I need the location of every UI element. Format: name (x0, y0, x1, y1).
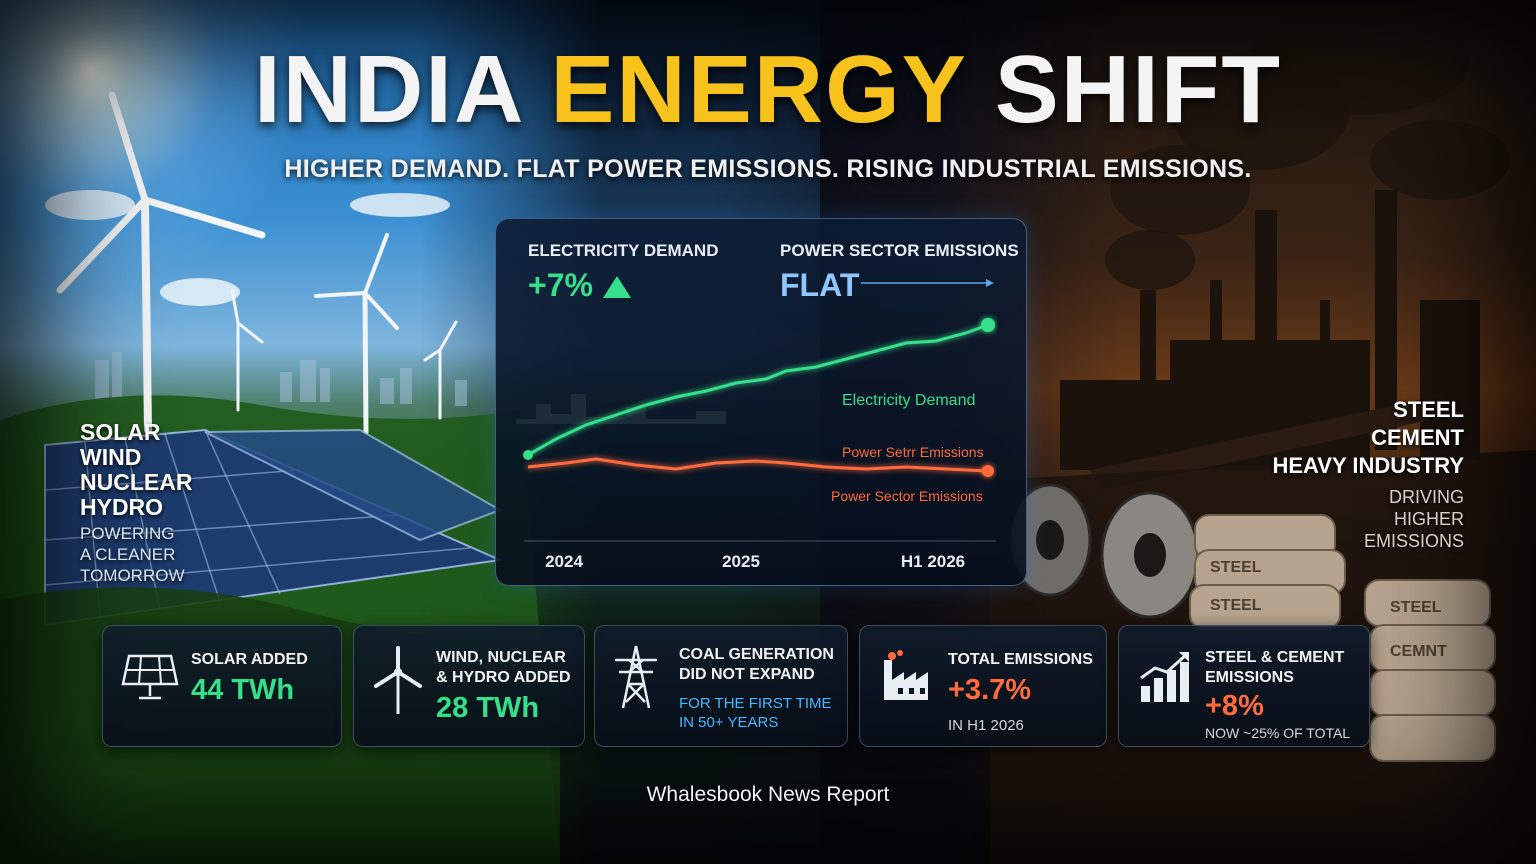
annotation-power-setrr-emissions: Power Setrr Emissions (842, 444, 984, 460)
sector-cement: CEMENT (1371, 425, 1464, 450)
factory-icon (884, 650, 928, 700)
city-skyline (95, 352, 467, 406)
bar-chart-up-icon (1140, 652, 1189, 702)
card-note-line: IN 50+ YEARS (679, 714, 779, 731)
industry-label: STEEL CEMENT HEAVY INDUSTRY DRIVING HIGH… (1272, 396, 1464, 552)
demand-end-point (981, 318, 995, 332)
cement-bags (1189, 514, 1496, 762)
x-tick-label: 2024 (545, 552, 583, 571)
tagline-line: TOMORROW (80, 566, 185, 585)
tagline-line: DRIVING (1388, 487, 1464, 507)
flat-arrow-head (986, 279, 994, 287)
bag-label: CEMNT (1390, 643, 1447, 660)
sector-heavy-industry: HEAVY INDUSTRY (1272, 453, 1464, 478)
bag-label: STEEL (1210, 597, 1262, 614)
wind-turbines (56, 91, 458, 435)
solar-panel-field (44, 428, 504, 627)
series-line-power-sector-emissions (527, 457, 989, 473)
source-wind: WIND (80, 444, 142, 470)
stat-card-total-emissions: TOTAL EMISSIONS +3.7% IN H1 2026 (859, 625, 1107, 747)
title-word-shift: SHIFT (994, 36, 1283, 143)
kpi-value-text: FLAT (780, 267, 860, 303)
wind-turbine-icon (374, 646, 422, 714)
rising-triangle-icon (602, 275, 631, 298)
tagline-line: POWERING (80, 524, 175, 543)
card-note-line: FOR THE FIRST TIME (679, 695, 832, 712)
card-label-line: & HYDRO ADDED (436, 669, 571, 686)
stat-card-solar-added: SOLAR ADDED 44 TWh (102, 625, 342, 747)
trend-chart: 2024 2025 H1 2026 Electricity Demand Power… (516, 279, 996, 571)
kpi-label: ELECTRICITY DEMAND (528, 241, 719, 260)
industry-tagline: DRIVING HIGHER EMISSIONS (1272, 486, 1464, 552)
trend-chart-panel: 2024 2025 H1 2026 Electricity Demand Power… (495, 218, 1027, 586)
annotation-electricity-demand: Electricity Demand (842, 392, 975, 409)
clouds (45, 190, 450, 306)
stat-card-coal-generation: COAL GENERATION DID NOT EXPAND FOR THE F… (594, 625, 848, 747)
stat-card-wind-nuclear-hydro: WIND, NUCLEAR & HYDRO ADDED 28 TWh (353, 625, 585, 747)
card-label: STEEL & CEMENT EMISSIONS (1205, 648, 1344, 688)
kpi-label: POWER SECTOR EMISSIONS (780, 241, 1019, 260)
solar-panel-icon (121, 654, 179, 700)
tagline-line: A CLEANER (80, 545, 176, 564)
cement-bag-labels: STEEL STEEL CEMNT STEEL (1210, 559, 1447, 660)
renewables-tagline: POWERING A CLEANER TOMORROW (80, 523, 192, 586)
footer-credit: Whalesbook News Report (646, 783, 890, 806)
kpi-power-sector-emissions: POWER SECTOR EMISSIONS FLAT (780, 241, 1019, 304)
card-label-line: DID NOT EXPAND (679, 666, 815, 683)
title-word-energy: ENERGY (550, 36, 967, 143)
demand-start-point (523, 450, 533, 460)
chart-skyline (516, 394, 726, 424)
card-label: COAL GENERATION DID NOT EXPAND (679, 645, 834, 685)
card-label: SOLAR ADDED (191, 651, 308, 668)
card-note: FOR THE FIRST TIME IN 50+ YEARS (679, 694, 832, 732)
card-label-line: STEEL & CEMENT (1205, 649, 1345, 666)
sector-steel: STEEL (1393, 397, 1464, 422)
card-note: IN H1 2026 (948, 717, 1024, 734)
card-label: TOTAL EMISSIONS (948, 651, 1093, 668)
card-value: +3.7% (948, 674, 1032, 706)
source-nuclear: NUCLEAR (80, 469, 193, 495)
annotation-power-sector-emissions: Power Sector Emissions (831, 488, 983, 504)
source-hydro: HYDRO (80, 494, 164, 520)
kpi-value-text: +7% (528, 267, 593, 303)
smoke-plumes (1105, 5, 1510, 290)
x-tick-label: 2025 (722, 552, 760, 571)
steel-coils (1008, 483, 1200, 619)
title-word-india: INDIA (253, 36, 522, 143)
factory-chimneys (1060, 190, 1480, 490)
card-label-line: COAL GENERATION (679, 646, 834, 663)
kpi-value: FLAT (780, 267, 1019, 304)
tagline-line: HIGHER (1393, 509, 1464, 529)
power-tower-icon (615, 645, 657, 709)
card-value: +8% (1205, 690, 1264, 722)
card-note: NOW ~25% OF TOTAL (1205, 725, 1351, 741)
series-line-electricity-demand (527, 323, 989, 457)
card-value: 44 TWh (191, 674, 295, 706)
stat-card-steel-cement-emissions: STEEL & CEMENT EMISSIONS +8% NOW ~25% OF… (1118, 625, 1370, 747)
card-label: WIND, NUCLEAR & HYDRO ADDED (436, 648, 571, 688)
x-tick-label: H1 2026 (901, 552, 965, 571)
source-solar: SOLAR (80, 419, 161, 445)
bag-label: STEEL (1210, 559, 1262, 576)
emission-end-point (982, 465, 994, 477)
kpi-value: +7% (528, 267, 718, 304)
page-title: INDIA ENERGY SHIFT (0, 42, 1536, 138)
card-value: 28 TWh (436, 692, 540, 724)
tagline-line: EMISSIONS (1363, 531, 1464, 551)
card-label-line: EMISSIONS (1205, 669, 1294, 686)
kpi-electricity-demand: ELECTRICITY DEMAND +7% (528, 241, 718, 304)
renewables-label: SOLAR WIND NUCLEAR HYDRO POWERING A CLEA… (80, 420, 192, 586)
card-label-line: WIND, NUCLEAR (436, 649, 566, 666)
page-subtitle: HIGHER DEMAND. FLAT POWER EMISSIONS. RIS… (284, 155, 1252, 183)
x-tick-group: 2024 2025 H1 2026 (545, 552, 965, 571)
bag-label: STEEL (1390, 599, 1442, 616)
